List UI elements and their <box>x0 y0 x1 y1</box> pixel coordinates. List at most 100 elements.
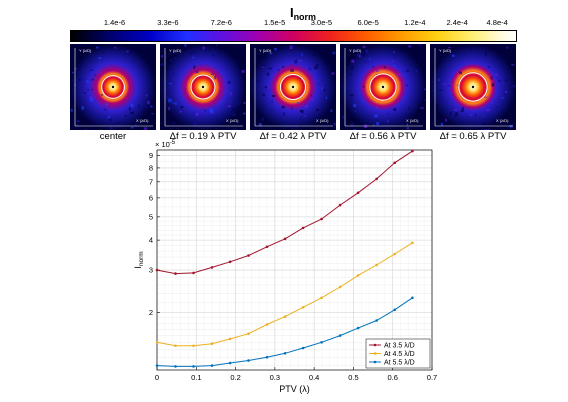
psf-speckle <box>266 72 270 76</box>
x-tick-label: 0.6 <box>387 373 397 382</box>
psf-speckle <box>150 105 153 108</box>
colorbar-tick-label: 6.0e-5 <box>357 18 379 27</box>
psf-speckle <box>217 126 221 128</box>
psf-speckle <box>350 67 353 71</box>
psf-speckle <box>424 88 426 91</box>
x-tick-label: 0.5 <box>348 373 358 382</box>
psf-speckle <box>89 98 93 102</box>
psf-speckle <box>358 54 361 58</box>
psf-speckle <box>487 66 490 68</box>
psf-speckle <box>496 127 499 129</box>
psf-speckle <box>107 116 110 119</box>
x-tick-label: 0 <box>155 373 159 382</box>
psf-speckle <box>435 64 439 67</box>
psf-speckle <box>243 112 246 115</box>
psf-speckle <box>483 129 487 130</box>
data-point <box>247 254 250 257</box>
psf-speckle <box>393 108 396 111</box>
data-point <box>228 337 232 341</box>
psf-speckle <box>126 50 129 53</box>
psf-speckle <box>269 52 273 55</box>
psf-speckle <box>355 48 359 50</box>
psf-speckle <box>312 53 316 57</box>
psf-speckle <box>87 89 89 91</box>
y-tick-label: 9 <box>149 151 153 160</box>
data-point <box>320 296 323 300</box>
colorbar-tick-label: 7.2e-6 <box>210 18 232 27</box>
psf-speckle <box>491 83 495 87</box>
psf-speckle <box>340 85 343 88</box>
psf-speckle <box>496 56 499 60</box>
psf-speckle <box>180 106 184 109</box>
psf-speckle <box>326 48 329 50</box>
psf-speckle <box>402 70 405 73</box>
psf-speckle <box>310 94 313 97</box>
psf-speckle <box>363 60 367 63</box>
psf-speckle <box>165 111 167 115</box>
psf-speckle <box>270 122 272 124</box>
psf-speckle <box>231 108 235 111</box>
psf-speckle <box>167 115 169 117</box>
psf-speckle <box>262 94 265 97</box>
psf-speckle <box>495 73 498 76</box>
data-point <box>283 315 287 318</box>
y-exponent-power: -5 <box>170 140 176 146</box>
psf-speckle <box>232 113 236 116</box>
psf-speckle <box>316 63 319 68</box>
psf-speckle <box>168 62 172 64</box>
psf-speckle <box>105 102 109 106</box>
psf-speckle <box>415 127 417 130</box>
psf-speckle <box>103 51 105 54</box>
psf-speckle <box>423 117 425 121</box>
psf-speckle <box>369 57 371 60</box>
psf-speckle <box>241 51 243 53</box>
psf-speckle <box>293 45 296 48</box>
data-point <box>247 359 250 362</box>
psf-speckle <box>295 127 297 129</box>
psf-speckle <box>461 107 464 110</box>
psf-speckle <box>238 45 241 49</box>
psf-speckle <box>374 114 378 118</box>
psf-speckle <box>96 46 99 49</box>
psf-speckle <box>168 98 172 103</box>
psf-speckle <box>487 128 490 130</box>
data-point <box>283 352 287 355</box>
psf-speckle <box>227 129 229 130</box>
psf-speckle <box>505 79 507 82</box>
data-point <box>155 268 159 272</box>
psf-speckle <box>442 83 446 85</box>
psf-speckle <box>100 71 102 75</box>
psf-speckle <box>244 97 246 100</box>
psf-speckle <box>446 100 448 103</box>
data-point <box>155 341 159 344</box>
psf-speckle <box>372 66 375 69</box>
x-tick-label: 0.4 <box>309 373 319 382</box>
psf-speckle <box>432 106 435 108</box>
psf-panel-caption: Δf = 0.56 λ PTV <box>349 131 417 142</box>
y-tick-label: 3 <box>149 266 153 275</box>
data-point <box>265 323 269 326</box>
psf-speckle <box>252 73 255 76</box>
psf-speckle <box>218 52 221 54</box>
psf-speckle <box>184 44 187 47</box>
psf-speckle <box>170 59 173 62</box>
colorbar-tick-label: 4.8e-4 <box>486 18 508 27</box>
data-point <box>375 263 378 267</box>
y-tick-label: 6 <box>149 193 153 202</box>
psf-speckle <box>145 106 147 108</box>
psf-ring-overlay <box>101 75 125 99</box>
data-point <box>411 296 414 300</box>
psf-speckle <box>116 121 119 124</box>
psf-axes <box>344 48 423 127</box>
psf-speckle <box>76 119 78 121</box>
psf-ring-overlay <box>458 72 488 102</box>
legend-entry: At 3.5 λ/D <box>384 343 415 350</box>
psf-axes <box>434 48 513 127</box>
psf-speckle <box>475 113 477 117</box>
psf-speckle <box>362 85 365 88</box>
psf-speckle <box>264 86 267 89</box>
x-axis-label: PTV (λ) <box>279 384 310 394</box>
psf-panel: Y (λ/D) X (λ/D) <box>250 44 336 130</box>
psf-speckle <box>342 115 344 119</box>
psf-speckle <box>262 64 265 67</box>
